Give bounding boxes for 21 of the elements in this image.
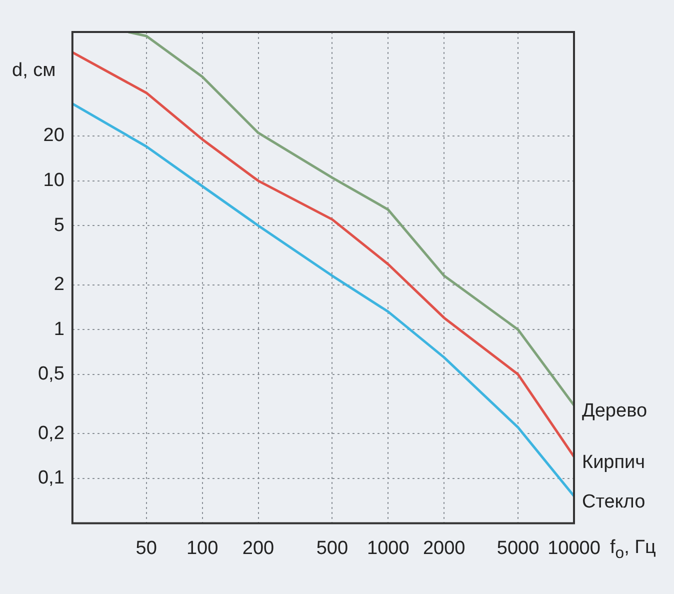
series-label: Стекло bbox=[582, 491, 646, 512]
x-tick-label: 100 bbox=[186, 538, 218, 559]
x-tick-label: 10000 bbox=[548, 538, 600, 559]
y-tick-label: 0,1 bbox=[38, 468, 64, 489]
y-tick-label: 20 bbox=[43, 125, 64, 146]
series-label: Кирпич bbox=[582, 452, 646, 473]
x-tick-label: 5000 bbox=[496, 538, 540, 559]
y-tick-label: 1 bbox=[54, 318, 64, 340]
x-tick-label: 2000 bbox=[422, 538, 466, 559]
y-tick-label: 2 bbox=[54, 274, 64, 296]
x-tick-label: 1000 bbox=[367, 538, 410, 559]
x-tick-label: 500 bbox=[316, 538, 348, 559]
series-label: Дерево bbox=[582, 400, 648, 422]
x-tick-label: 200 bbox=[242, 538, 274, 559]
x-tick-label: 50 bbox=[136, 538, 157, 559]
y-tick-label: 0,5 bbox=[38, 364, 64, 385]
y-tick-label: 5 bbox=[54, 214, 64, 236]
y-tick-label: 0,2 bbox=[38, 422, 64, 444]
y-tick-label: 10 bbox=[43, 170, 64, 192]
x-axis-title: f$_{o}$, Гц bbox=[610, 537, 656, 563]
y-axis-title: d, см bbox=[12, 60, 56, 82]
